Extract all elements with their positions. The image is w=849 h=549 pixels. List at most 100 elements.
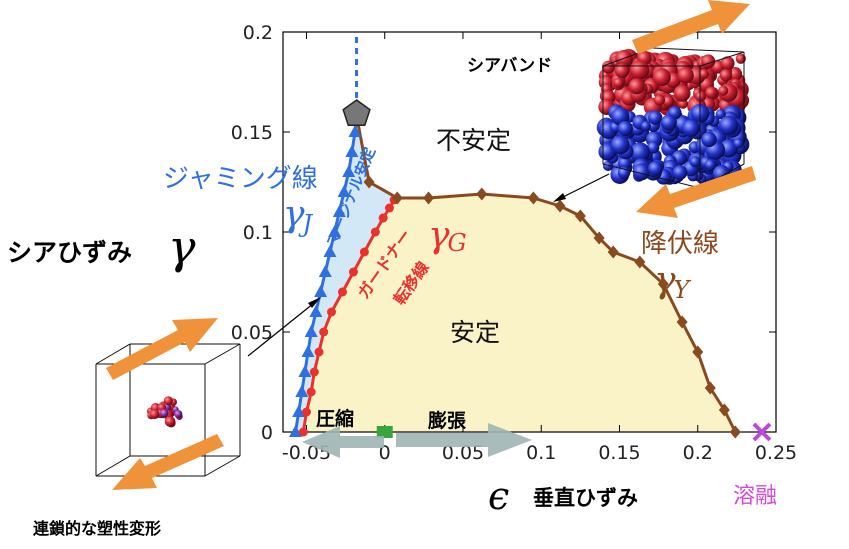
yield-marker [423, 191, 435, 205]
jamming-marker [342, 165, 356, 177]
jamming-symbol: γJ [283, 194, 314, 238]
shear-band-label: シアバンド [467, 56, 552, 76]
melt-x-marker [752, 422, 772, 442]
stable-label: 安定 [450, 318, 500, 347]
sphere-small [164, 416, 176, 427]
shear-band-cube-illustration [596, 47, 750, 189]
y-tick-label: 0.05 [231, 322, 273, 344]
plastic-deformation-label: 連鎖的な塑性変形 [33, 519, 161, 538]
y-axis-ticks: 0 0.05 0.1 0.15 0.2 [231, 22, 776, 444]
sphere-blue [648, 110, 663, 125]
jamming-marker [314, 285, 328, 297]
sphere-small [174, 409, 183, 419]
jamming-marker [309, 305, 323, 317]
unstable-label: 不安定 [436, 126, 511, 155]
jamming-marker [337, 185, 351, 197]
gardner-marker [327, 307, 337, 317]
sphere-blue [647, 141, 660, 154]
sphere-blue [640, 120, 651, 132]
y-tick-label: 0 [261, 422, 273, 444]
y-tick-label: 0.1 [243, 222, 273, 244]
y-axis-symbol: γ [168, 220, 196, 274]
sphere-blue [602, 160, 614, 171]
cube-edge [95, 455, 131, 477]
dilation-arrow [396, 423, 532, 457]
yield-marker [676, 315, 688, 329]
yield-marker [527, 191, 539, 205]
shear-band-pointer-head [553, 193, 566, 202]
sphere-blue [704, 159, 717, 171]
gardner-marker [384, 203, 394, 213]
x-tick-label: 0.15 [598, 442, 640, 464]
gardner-marker [337, 287, 347, 297]
sphere-red [629, 60, 650, 80]
sphere-red [601, 60, 615, 74]
green-square-marker [376, 426, 393, 438]
sphere-small [163, 396, 173, 406]
series-markers [289, 125, 741, 439]
orange-arrow-top-left [636, 166, 756, 218]
sphere-blue [630, 142, 651, 163]
sphere-red [654, 94, 665, 106]
cube-edge [602, 163, 701, 189]
sphere-blue [682, 119, 700, 137]
gardner-marker [378, 213, 388, 223]
cube-edge [204, 455, 241, 477]
x-tick-label: 0.1 [526, 442, 556, 464]
sphere-red [628, 78, 645, 95]
x-tick-label: 0.2 [683, 442, 713, 464]
orange-arrow-top-right [632, 0, 750, 54]
sphere-small [149, 409, 160, 420]
pentagon-marker [342, 99, 371, 127]
gardner-marker [301, 407, 311, 417]
yield-marker [476, 187, 488, 201]
yield-marker [574, 209, 586, 223]
sphere-red [718, 85, 729, 96]
sphere-blue [617, 120, 633, 137]
x-tick-label: 0.25 [755, 442, 797, 464]
jamming-marker [345, 145, 359, 157]
yield-marker [692, 345, 704, 359]
sphere-blue [689, 156, 701, 168]
yield-marker [718, 403, 730, 417]
cube-edge [95, 343, 131, 365]
yield-marker [554, 199, 566, 213]
jamming-marker [295, 385, 309, 397]
sphere-blue [647, 160, 663, 176]
sphere-blue [701, 131, 717, 148]
gardner-marker [314, 347, 324, 357]
jamming-marker [301, 345, 315, 357]
sphere-blue [733, 138, 744, 149]
yield-symbol: γY [654, 260, 692, 304]
melt-x-stroke [752, 422, 772, 442]
sphere-red [695, 90, 707, 102]
x-tick-label: 0.05 [442, 442, 484, 464]
sphere-red [614, 63, 630, 79]
yield-label: 降伏線 [641, 229, 719, 259]
sphere-small [160, 408, 169, 418]
sphere-blue [611, 107, 630, 126]
jamming-label: ジャミング線 [163, 164, 318, 194]
yield-marker [704, 381, 716, 395]
compression-arrow [302, 426, 384, 458]
compression-label: 圧縮 [316, 407, 354, 430]
jamming-marker [323, 245, 337, 257]
sphere-blue [672, 165, 688, 180]
sphere-blue [610, 135, 630, 155]
gardner-marker [306, 387, 316, 397]
jamming-marker [348, 125, 362, 137]
sphere-red [662, 95, 674, 107]
gardner-marker [348, 267, 358, 277]
x-axis-label: 垂直ひずみ [533, 486, 638, 510]
yield-marker [634, 255, 646, 269]
sphere-red [720, 56, 735, 71]
marginal-stable-region [295, 116, 398, 432]
y-axis-label: シアひずみ [7, 238, 132, 267]
x-axis-symbol: ϵ [488, 474, 509, 518]
jamming-marker [289, 425, 303, 437]
gardner-marker [359, 247, 369, 257]
sphere-blue [660, 114, 677, 131]
sphere-red [698, 68, 710, 80]
jamming-marker [318, 265, 332, 277]
gardner-marker [309, 367, 319, 377]
